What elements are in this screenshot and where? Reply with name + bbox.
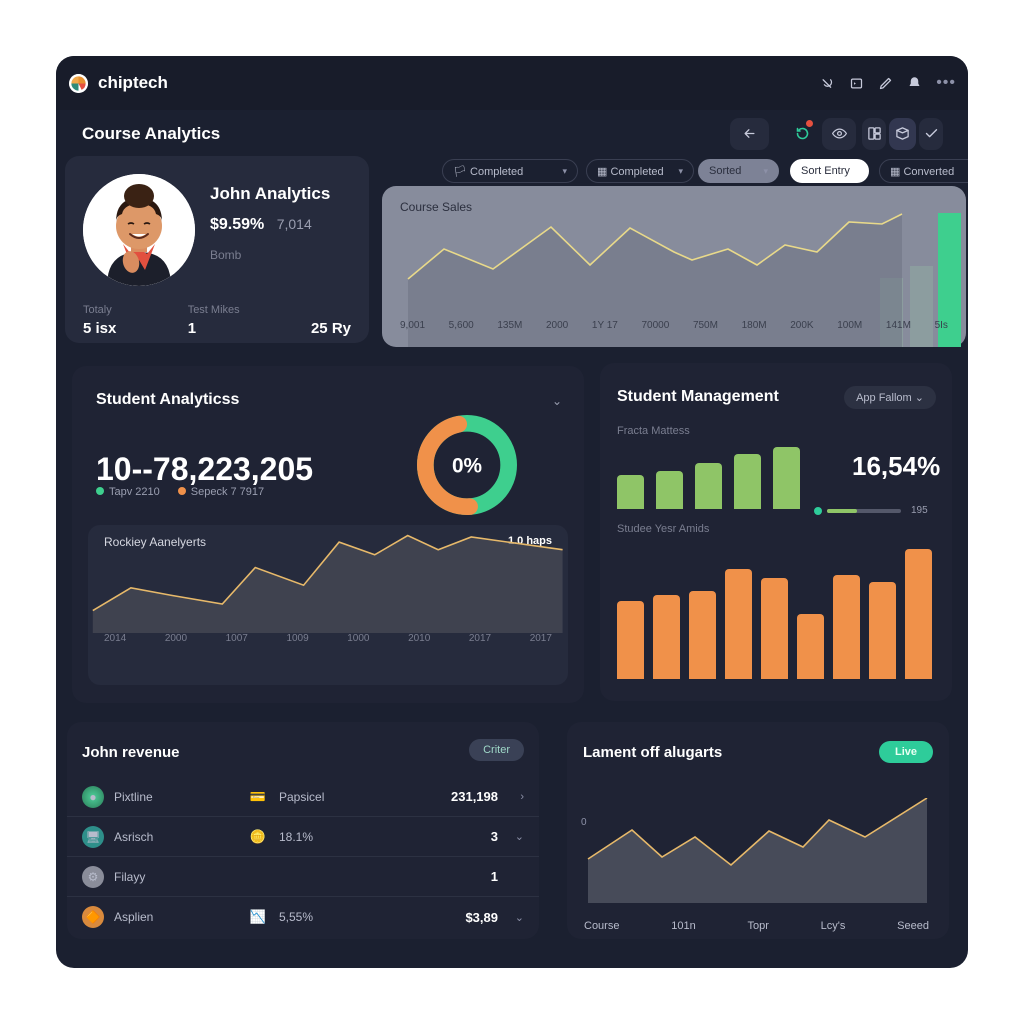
svg-text:0%: 0% <box>452 454 482 477</box>
